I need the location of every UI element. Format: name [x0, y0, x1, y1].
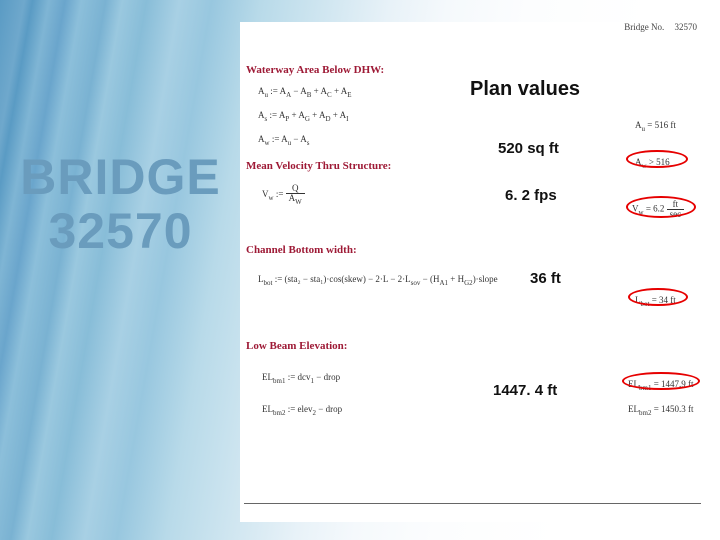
- highlight-ellipse-lbot: [628, 288, 688, 306]
- formula-vw: Vw := QAW: [262, 184, 305, 206]
- formula-elbm2: ELbm2 := elev2 − drop: [262, 404, 342, 417]
- plan-width: 36 ft: [530, 270, 561, 287]
- waterway-heading: Waterway Area Below DHW:: [246, 64, 384, 76]
- plan-values-title: Plan values: [470, 78, 580, 101]
- plan-area: 520 sq ft: [498, 140, 559, 157]
- bridge-no-label: Bridge No.: [624, 22, 664, 32]
- plan-velocity: 6. 2 fps: [505, 187, 557, 204]
- document-panel: Bridge No. 32570 Waterway Area Below DHW…: [240, 22, 705, 522]
- formula-as: As := AP + AG + AD + AI: [258, 110, 348, 123]
- plan-elevation: 1447. 4 ft: [493, 382, 557, 399]
- formula-au: Au := AA − AB + AC + AE: [258, 86, 352, 99]
- velocity-heading: Mean Velocity Thru Structure:: [246, 160, 391, 172]
- result-elbm2: ELbm2 = 1450.3 ft: [628, 404, 694, 417]
- bridge-no-value: 32570: [675, 22, 698, 32]
- highlight-ellipse-elbm1: [622, 372, 700, 390]
- formula-aw: Aw := Au − As: [258, 134, 309, 147]
- lowbeam-heading: Low Beam Elevation:: [246, 340, 347, 352]
- result-au: Au = 516 ft: [635, 120, 676, 133]
- formula-lbot: Lbot := (sta₂ − sta₁)·cos(skew) − 2·L − …: [258, 274, 498, 287]
- bridge-number-header: Bridge No. 32570: [624, 22, 697, 32]
- channel-heading: Channel Bottom width:: [246, 244, 357, 256]
- title-line-2: 32570: [8, 204, 233, 258]
- formula-elbm1: ELbm1 := dcv1 − drop: [262, 372, 340, 385]
- title-line-1: BRIDGE: [8, 150, 233, 204]
- slide-title: BRIDGE 32570: [8, 150, 233, 258]
- bottom-divider: [244, 503, 701, 504]
- highlight-ellipse-aw: [626, 150, 688, 168]
- highlight-ellipse-vw: [626, 196, 696, 218]
